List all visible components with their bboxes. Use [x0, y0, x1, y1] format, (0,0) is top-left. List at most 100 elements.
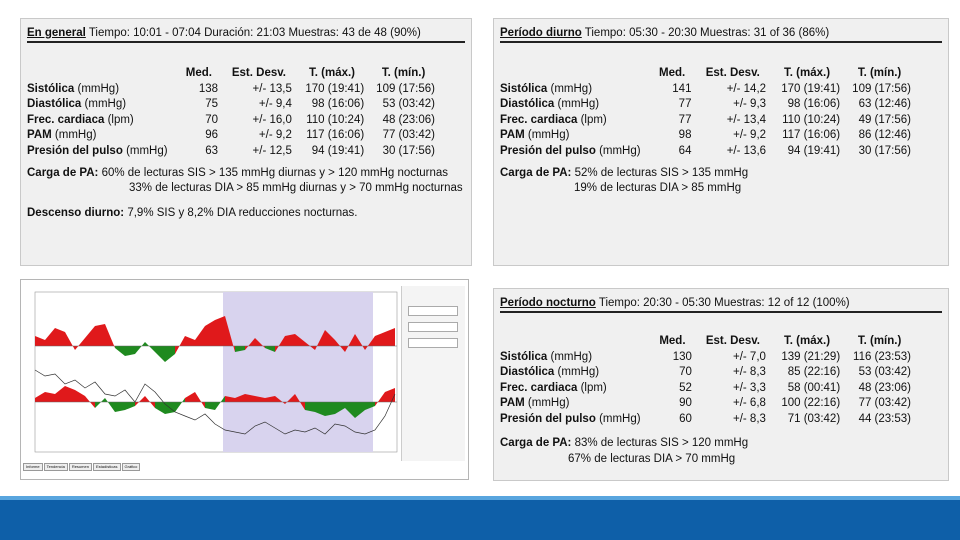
table-row: Diastólica (mmHg) 70 +/- 8,3 85 (22:16) 53 (…: [500, 365, 915, 381]
general-dip-line: Descenso diurno: 7,9% SIS y 8,2% DIA red…: [27, 207, 357, 219]
deviation-segment: [365, 402, 375, 410]
night-panel: Período nocturno Tiempo: 20:30 - 05:30 M…: [493, 288, 949, 481]
row-label-name: Diastólica: [500, 366, 555, 379]
row-label-unit: (mmHg): [557, 98, 600, 111]
row-label-name: Diastólica: [500, 98, 555, 111]
cell-tmin: 48 (23:06): [382, 113, 435, 126]
deviation-segment: [95, 398, 105, 408]
row-label-name: Presión del pulso: [500, 144, 596, 157]
cell-med: 70: [679, 366, 692, 379]
table-header-row: Med. Est. Desv. T. (máx.) T. (mín.): [27, 65, 439, 81]
column-header: Med.: [659, 335, 686, 347]
cell-tmax: 94 (19:41): [311, 144, 365, 157]
cell-tmax: 139 (21:29): [781, 350, 841, 363]
cell-med: 130: [672, 350, 692, 363]
deviation-segment: [205, 402, 215, 410]
row-label-unit: (mmHg): [599, 412, 641, 425]
cell-med: 52: [679, 381, 692, 394]
heart-rate-line: [34, 369, 396, 435]
chart-tab-2[interactable]: Tendencia: [43, 463, 68, 471]
column-header: Est. Desv.: [705, 335, 760, 347]
abpm-trend-chart: [34, 291, 398, 453]
night-stats-table: Med. Est. Desv. T. (máx.) T. (mín.) Sistólic…: [500, 333, 915, 427]
night-load-label: Carga de PA:: [500, 437, 572, 449]
deviation-segment: [295, 334, 305, 346]
table-row: Presión del pulso (mmHg) 60 +/- 8,3 71 (03:…: [500, 411, 915, 427]
deviation-segment: [285, 334, 295, 346]
table-header-empty: [500, 333, 649, 349]
deviation-segment: [115, 402, 125, 412]
deviation-segment: [285, 394, 295, 404]
deviation-segment: [55, 386, 65, 402]
deviation-segment: [35, 392, 45, 402]
deviation-segment: [255, 338, 265, 348]
cell-tmin: 63 (12:46): [858, 98, 911, 111]
night-load-line2: 67% de lecturas DIA > 70 mmHg: [568, 453, 736, 465]
deviation-segment: [345, 334, 355, 352]
cell-tmin: 30 (17:56): [858, 144, 911, 157]
deviation-segment: [185, 392, 195, 402]
deviation-segment: [245, 338, 255, 350]
cell-sd: +/- 13,6: [726, 144, 767, 157]
cell-tmin: 49 (17:56): [858, 113, 911, 126]
table-header-row: Med. Est. Desv. T. (máx.) T. (mín.): [500, 65, 915, 81]
deviation-segment: [175, 398, 185, 412]
cell-tmin: 116 (23:53): [853, 350, 911, 363]
deviation-segment: [135, 396, 145, 406]
chart-tab-1[interactable]: Informe: [23, 463, 43, 471]
side-button-3[interactable]: [408, 338, 458, 348]
table-row: Sistólica (mmHg) 130 +/- 7,0 139 (21:29) 116…: [500, 349, 915, 365]
cell-tmax: 98 (16:06): [787, 98, 841, 111]
cell-sd: +/- 12,5: [252, 144, 292, 157]
side-button-2[interactable]: [408, 322, 458, 332]
deviation-segment: [45, 328, 55, 346]
row-label-unit: (mmHg): [527, 397, 570, 410]
row-label-unit: (mmHg): [54, 129, 97, 142]
row-label-unit: (mmHg): [550, 82, 593, 95]
cell-med: 77: [678, 113, 692, 126]
table-header-row: Med. Est. Desv. T. (máx.) T. (mín.): [500, 333, 915, 349]
chart-tab-4[interactable]: Estadísticas: [92, 463, 121, 471]
row-label-unit: (mmHg): [77, 82, 120, 95]
cell-sd: +/- 8,3: [733, 366, 766, 379]
deviation-segment: [195, 326, 205, 346]
deviation-segment: [65, 332, 75, 350]
night-period-band: [223, 292, 373, 452]
cell-sd: +/- 9,3: [733, 98, 767, 111]
table-row: Frec. cardiaca (lpm) 70 +/- 16,0 110 (10:24…: [27, 112, 439, 128]
table-header-empty: [27, 65, 176, 81]
row-label-unit: (lpm): [580, 381, 607, 394]
cell-med: 141: [672, 82, 692, 95]
deviation-segment: [125, 346, 135, 356]
night-subtitle: Tiempo: 20:30 - 05:30 Muestras: 12 of 12…: [598, 297, 850, 309]
cell-tmin: 109 (17:56): [376, 82, 435, 95]
footer-accent-line: [0, 496, 960, 502]
deviation-segment: [375, 332, 385, 346]
deviation-segment: [385, 328, 395, 346]
row-label: Presión del pulso (mmHg): [500, 143, 649, 159]
deviation-segment: [265, 346, 275, 352]
deviation-segment: [215, 316, 225, 346]
row-label-name: Sistólica: [500, 82, 548, 95]
row-label: Presión del pulso (mmHg): [500, 411, 649, 427]
row-label-unit: (mmHg): [599, 144, 641, 157]
row-label: Presión del pulso (mmHg): [27, 143, 176, 159]
deviation-segment: [335, 402, 345, 414]
chart-tab-3[interactable]: Resumen: [68, 463, 92, 471]
row-label-unit: (lpm): [580, 113, 607, 126]
deviation-segment: [245, 394, 255, 402]
side-button-1[interactable]: [408, 306, 458, 316]
deviation-segment: [55, 328, 65, 346]
chart-tab-5[interactable]: Gráfico: [121, 463, 141, 471]
cell-tmax: 170 (19:41): [305, 82, 365, 95]
cell-tmax: 98 (16:06): [311, 98, 365, 111]
row-label-name: Sistólica: [27, 82, 75, 95]
day-title: Período diurno: [500, 27, 582, 39]
diastolic-deviation-series: [35, 386, 395, 418]
row-label: PAM (mmHg): [500, 396, 649, 412]
deviation-segment: [115, 346, 125, 356]
column-header: T. (mín.): [857, 67, 902, 79]
cell-tmax: 58 (00:41): [787, 381, 841, 394]
cell-tmax: 117 (16:06): [782, 129, 841, 142]
day-load-line1: Carga de PA: 52% de lecturas SIS > 135 m…: [500, 167, 748, 179]
